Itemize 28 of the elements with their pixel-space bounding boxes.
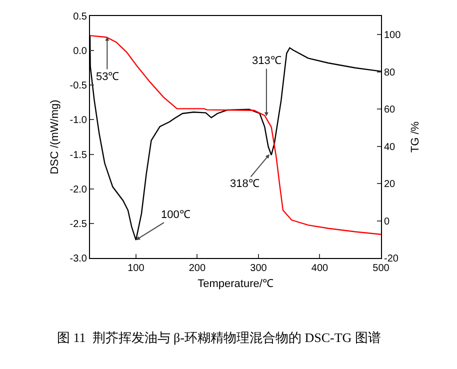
y2-tick-label: 0 bbox=[384, 216, 390, 228]
y2-tick-label: -20 bbox=[384, 254, 399, 264]
x-tick-label: 300 bbox=[250, 263, 268, 274]
y-tick-label: -2.5 bbox=[70, 218, 88, 230]
annotation: 313℃ bbox=[252, 55, 282, 67]
text: 图 11 荆芥挥发油与 β-环糊精物理混合物的 DSC-TG 图谱 bbox=[57, 330, 381, 345]
x-axis-title: Temperature/℃ bbox=[198, 278, 274, 290]
y2-tick-label: 100 bbox=[384, 30, 402, 42]
annotation: 53℃ bbox=[96, 71, 120, 83]
y2-tick-label: 40 bbox=[384, 142, 396, 153]
y-tick-label: -2.0 bbox=[70, 184, 88, 196]
y-tick-label: -1.5 bbox=[70, 150, 88, 161]
y-tick-label: -0.5 bbox=[70, 80, 88, 92]
y-axis-title: DSC /(mW/mg) bbox=[49, 100, 61, 174]
y-tick-label: -1.0 bbox=[70, 115, 88, 126]
y-tick-label: -3.0 bbox=[70, 254, 88, 264]
y2-axis-title: TG /% bbox=[410, 121, 422, 153]
y2-tick-label: 60 bbox=[384, 104, 396, 116]
x-tick-label: 200 bbox=[188, 263, 206, 274]
y2-tick-label: 80 bbox=[384, 67, 396, 78]
x-tick-label: 100 bbox=[128, 263, 145, 274]
annotation: 100℃ bbox=[161, 209, 190, 221]
x-tick-label: 500 bbox=[372, 263, 390, 274]
x-tick-label: 400 bbox=[311, 263, 329, 274]
y2-tick-label: 20 bbox=[384, 179, 396, 190]
annotation: 318℃ bbox=[230, 178, 260, 190]
y-tick-label: 0.5 bbox=[73, 12, 88, 22]
y-tick-label: 0.0 bbox=[73, 46, 88, 58]
